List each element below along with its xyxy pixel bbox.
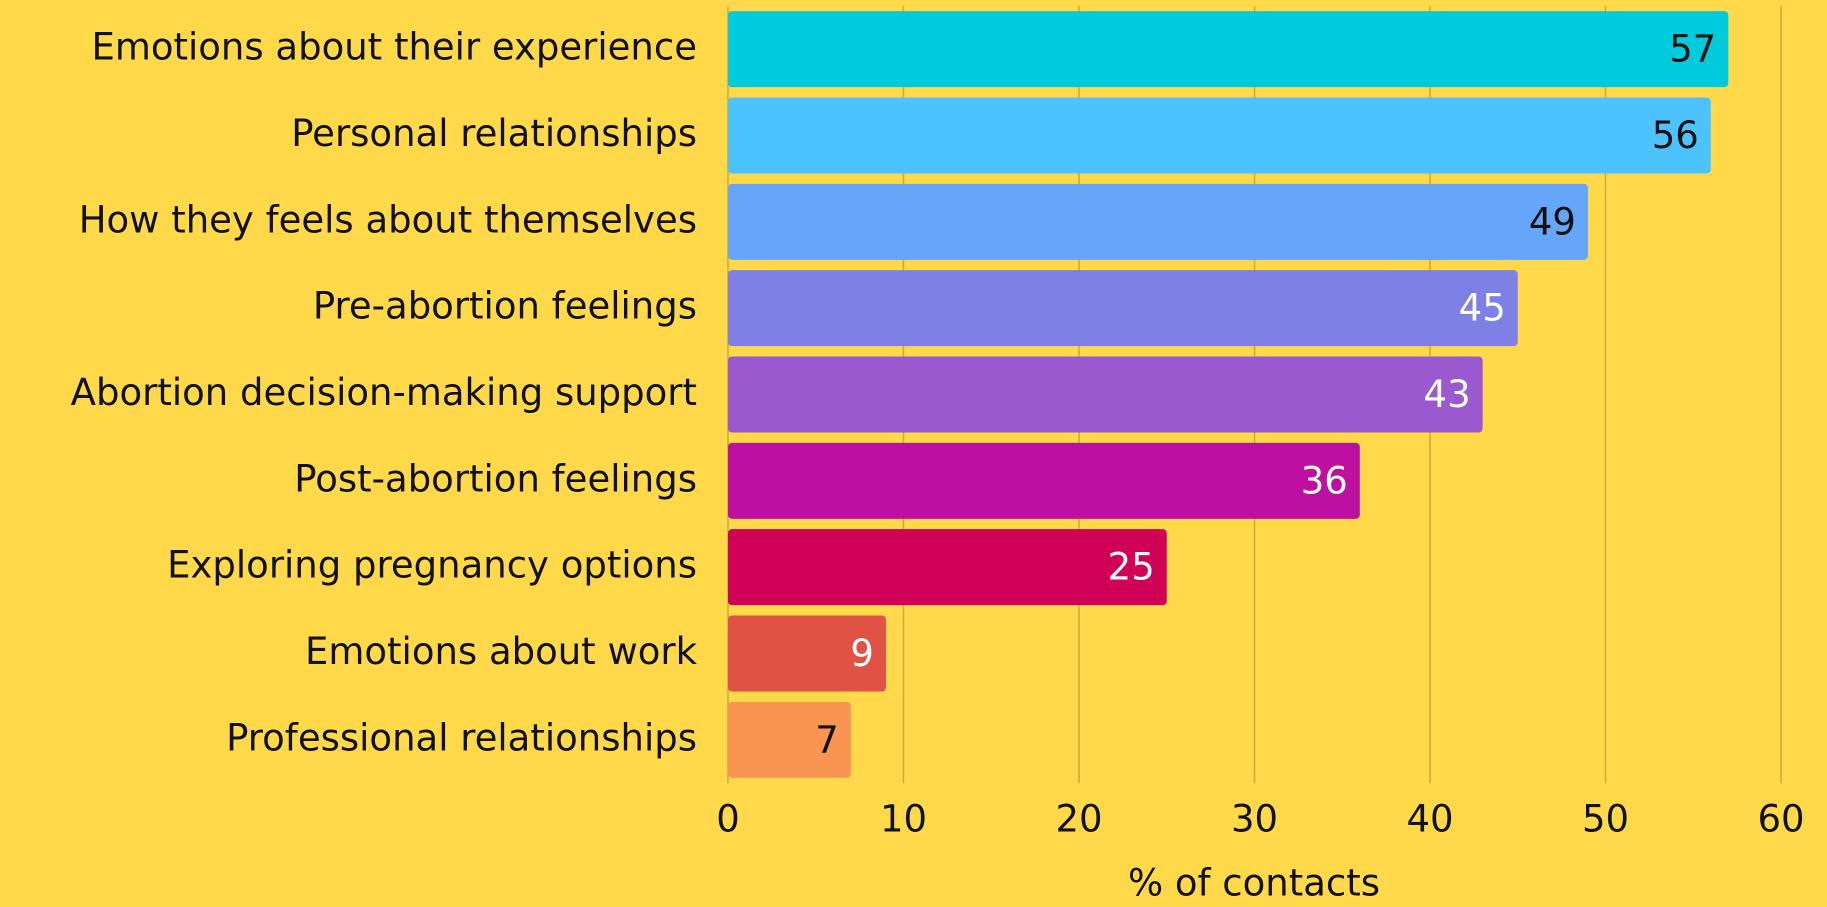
data-label: 25: [1108, 546, 1155, 589]
y-tick-label: How they feels about themselves: [79, 198, 697, 241]
data-label: 45: [1459, 287, 1506, 330]
data-label: 56: [1652, 114, 1699, 157]
data-label: 9: [850, 632, 874, 675]
data-label: 49: [1529, 200, 1576, 243]
x-tick-label: 10: [880, 798, 927, 841]
bar: [728, 356, 1483, 433]
y-tick-label: Abortion decision-making support: [71, 371, 697, 414]
y-tick-label: Emotions about their experience: [91, 26, 697, 69]
x-tick-label: 40: [1406, 798, 1453, 841]
y-tick-label: Exploring pregnancy options: [167, 544, 697, 587]
bar: [728, 529, 1167, 606]
data-label: 7: [815, 718, 839, 761]
data-label: 57: [1669, 28, 1716, 71]
x-tick-label: 60: [1757, 798, 1804, 841]
bar: [728, 270, 1518, 347]
y-tick-label: Post-abortion feelings: [294, 457, 697, 500]
bar: [728, 183, 1588, 260]
x-tick-label: 0: [716, 798, 740, 841]
bar: [728, 615, 886, 692]
bar: [728, 442, 1360, 519]
bar: [728, 701, 851, 778]
data-label: 43: [1424, 373, 1471, 416]
y-tick-label: Emotions about work: [305, 630, 698, 673]
y-tick-label: Pre-abortion feelings: [313, 285, 697, 328]
bar: [728, 11, 1729, 88]
y-tick-label: Professional relationships: [226, 716, 697, 759]
x-tick-label: 30: [1231, 798, 1278, 841]
data-label: 36: [1301, 459, 1348, 502]
x-tick-label: 20: [1055, 798, 1102, 841]
y-tick-label: Personal relationships: [291, 112, 697, 155]
x-tick-label: 50: [1582, 798, 1629, 841]
x-axis-label: % of contacts: [1128, 862, 1380, 905]
bar: [728, 97, 1711, 174]
